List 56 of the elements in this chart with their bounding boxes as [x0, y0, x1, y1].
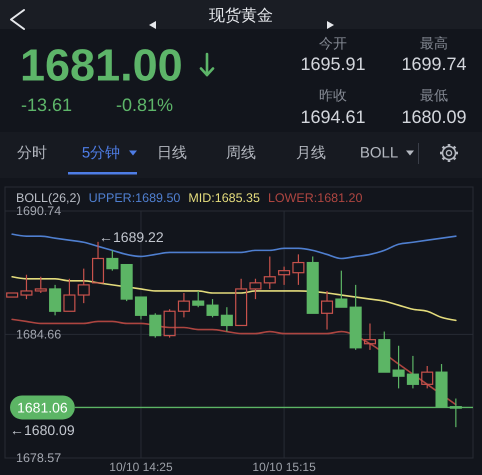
candlestick: [421, 365, 434, 389]
text: MID:1685.35: [188, 191, 260, 205]
text: 月线: [296, 144, 326, 162]
chart-title: 现货黄金: [209, 6, 273, 24]
candlestick: [134, 296, 148, 320]
text: 日线: [157, 144, 187, 162]
text: 1681.00: [20, 40, 183, 90]
x-tick-label: 10/10 14:25: [109, 460, 173, 474]
y-tick-label: 1684.66: [16, 327, 62, 342]
candlestick: [249, 278, 262, 300]
legend-title: BOLL(26,2): [16, 191, 81, 205]
x-tick-label: 10/10 15:15: [252, 460, 316, 474]
candlestick: [178, 292, 190, 318]
text: 1694.61: [300, 107, 366, 127]
y-tick-label: 1690.74: [16, 204, 62, 218]
text: 1699.74: [401, 54, 467, 74]
candlestick: [278, 266, 290, 286]
text: 最高: [420, 35, 448, 51]
candlestick: [264, 256, 276, 290]
candlestick: [192, 290, 204, 308]
annotation: ←1680.09: [10, 422, 75, 438]
text: BOLL: [360, 144, 398, 162]
candlestick: [406, 355, 419, 389]
candlestick: [92, 241, 104, 284]
text: 今开: [319, 35, 347, 51]
text: 5分钟: [82, 144, 120, 162]
annotation: ←1689.22: [99, 229, 164, 245]
text: 周线: [226, 144, 256, 162]
candlestick: [220, 306, 233, 332]
text: 最低: [420, 87, 448, 103]
candlestick: [106, 250, 118, 272]
line-series: [11, 276, 457, 322]
text: -13.61: [21, 95, 72, 115]
text: UPPER:1689.50: [88, 191, 180, 205]
candlestick: [63, 278, 76, 312]
candlestick: [335, 270, 348, 308]
candlestick: [364, 322, 376, 350]
text: 1680.09: [401, 107, 467, 127]
candlestick: [20, 274, 33, 300]
line-series: [11, 233, 457, 260]
candlestick: [320, 290, 334, 330]
text: LOWER:1681.20: [268, 191, 362, 205]
text: 1695.91: [300, 54, 366, 74]
candlestick: [149, 312, 162, 338]
candlestick: [292, 254, 304, 286]
text: 分时: [17, 144, 47, 162]
candlestick: [49, 284, 62, 316]
candlestick: [34, 276, 47, 294]
candlestick: [392, 345, 405, 389]
text: -0.81%: [116, 95, 174, 115]
candlestick: [78, 268, 90, 304]
y-tick-label: 1678.57: [16, 451, 62, 465]
candlestick: [235, 278, 248, 326]
candlestick: [206, 298, 219, 318]
text: 昨收: [319, 87, 347, 103]
ref-line-label: 1681.06: [17, 399, 68, 416]
